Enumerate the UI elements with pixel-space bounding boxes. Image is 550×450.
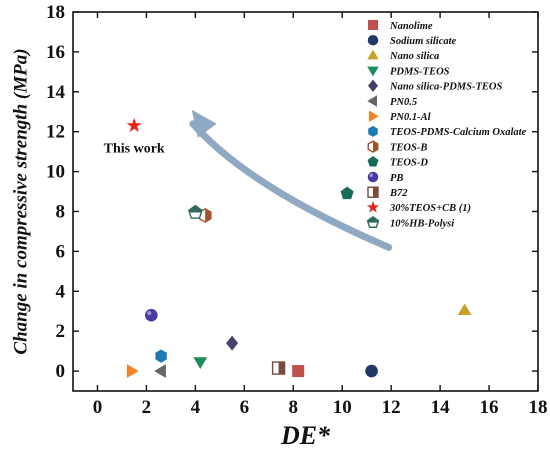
legend-label: TEOS-PDMS-Calcium Oxalate (390, 127, 527, 138)
x-tick-label: 18 (529, 397, 548, 418)
trend-arrow-head (191, 109, 217, 138)
point-nanolime (292, 365, 305, 378)
x-axis-title: DE* (280, 421, 331, 450)
legend-marker (367, 66, 379, 77)
legend-label: PDMS-TEOS (390, 66, 450, 77)
annotation-this-work: This work (104, 142, 165, 157)
legend-label: B72 (389, 188, 408, 199)
legend-label: 10%HB-Polysi (390, 218, 454, 229)
legend-label: TEOS-D (390, 158, 428, 169)
point-b72 (271, 361, 286, 375)
legend-label: PN0.5 (390, 97, 417, 108)
point-sodium-silicate (365, 364, 378, 378)
x-tick-label: 0 (93, 397, 103, 418)
y-axis-title: Change in compressive strength (MPa) (10, 48, 31, 354)
legend-marker (367, 171, 379, 183)
legend-label: PB (390, 173, 403, 184)
point-pb (145, 308, 158, 322)
legend-marker (367, 95, 377, 107)
point-pdms-teos (193, 357, 208, 369)
legend-label: Sodium silicate (390, 36, 457, 47)
legend-label: Nano silica (389, 51, 439, 62)
point-pn0-5 (154, 364, 166, 378)
x-tick-label: 14 (431, 397, 451, 418)
point-nano-silica-pdms-teos (226, 335, 239, 351)
point-pn0-1-al (126, 364, 139, 378)
y-tick-label: 8 (56, 201, 66, 222)
legend-label: Nanolime (389, 21, 433, 32)
point-teos-pdms-calcium-oxalate (155, 349, 167, 363)
legend-label: 30%TEOS+CB (1) (389, 203, 471, 214)
x-tick-label: 6 (240, 397, 250, 418)
legend-marker (366, 200, 380, 213)
legend: Nanolime Sodium silicate Nano silica PDMS-T… (366, 20, 527, 229)
x-tick-label: 12 (382, 397, 401, 418)
point-nano-silica (457, 303, 472, 316)
x-tick-label: 2 (142, 397, 152, 418)
legend-label: TEOS-B (390, 142, 427, 153)
trend-arrow (189, 109, 393, 251)
plot-frame (72, 11, 539, 392)
y-tick-label: 12 (46, 122, 65, 143)
y-tick-label: 10 (46, 162, 65, 183)
legend-marker (367, 156, 379, 167)
legend-marker (368, 20, 378, 30)
data-points (126, 117, 472, 378)
y-tick-label: 4 (56, 281, 66, 302)
y-tick-label: 16 (46, 42, 65, 63)
legend-marker (368, 79, 378, 93)
y-tick-label: 0 (56, 361, 66, 382)
y-tick-label: 2 (56, 321, 66, 342)
legend-marker (367, 186, 379, 198)
legend-marker (369, 110, 379, 122)
x-tick-label: 8 (289, 397, 299, 418)
x-tick-label: 10 (333, 397, 352, 418)
legend-marker (367, 34, 379, 46)
legend-marker (366, 215, 380, 228)
legend-marker (367, 140, 379, 153)
y-tick-label: 14 (46, 82, 66, 103)
trend-arrow-shaft (189, 120, 393, 251)
legend-marker (368, 125, 378, 137)
point-10-hb-polysi (187, 204, 203, 219)
point-teos-d (340, 186, 354, 200)
y-tick-label: 18 (46, 2, 65, 23)
legend-label: PN0.1-Al (390, 112, 431, 123)
x-tick-label: 4 (191, 397, 201, 418)
axis-ticks: 0 2 4 6 8 10 12 14 16 18 0 2 4 6 8 10 12 14 16 18 (46, 2, 548, 418)
legend-marker (367, 49, 379, 60)
x-tick-label: 16 (480, 397, 499, 418)
point-30-teos-cb-1- (126, 117, 142, 133)
legend-label: Nano silica-PDMS-TEOS (389, 82, 502, 93)
y-tick-label: 6 (56, 241, 66, 262)
point-teos-b (198, 208, 212, 223)
